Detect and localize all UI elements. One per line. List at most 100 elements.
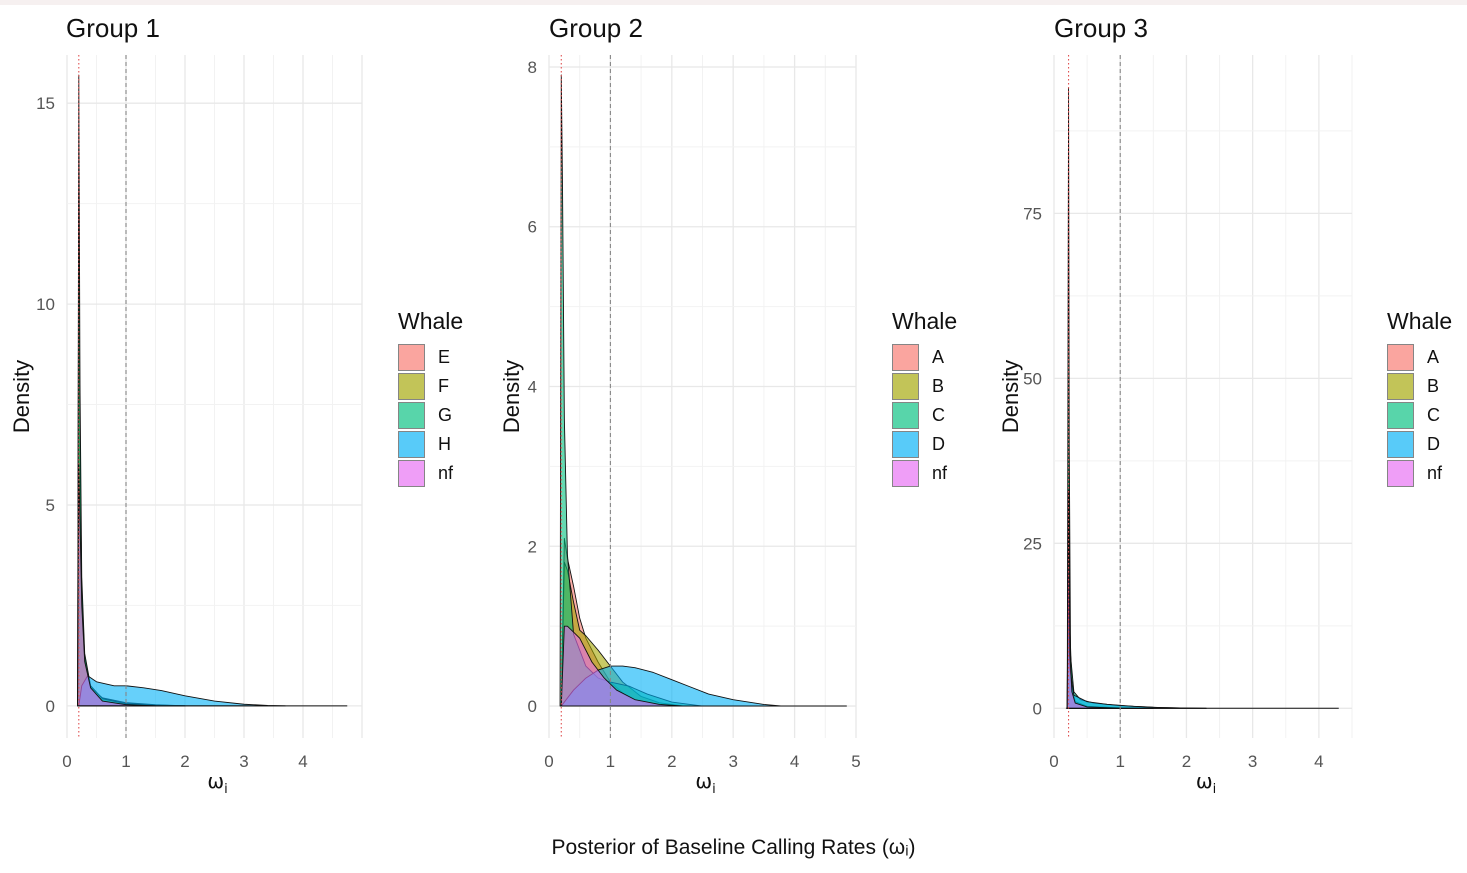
top-strip: [0, 0, 1467, 5]
x-tick-label: 0: [62, 752, 71, 771]
x-tick-label: 4: [298, 752, 307, 771]
legend-label: D: [932, 434, 945, 454]
legend-title: Whale: [398, 308, 464, 334]
x-axis-label: ωi: [1196, 769, 1216, 797]
series-area-nf: [77, 464, 156, 707]
y-tick-label: 5: [46, 496, 55, 515]
y-tick-label: 4: [528, 378, 537, 397]
legend-swatch: [892, 460, 919, 487]
series-areas: [1065, 87, 1339, 709]
x-tick-label: 3: [1248, 752, 1257, 771]
series-area-C: [1066, 87, 1207, 709]
legend-swatch: [398, 460, 425, 487]
legend-swatch: [892, 431, 919, 458]
x-tick-label: 4: [790, 752, 799, 771]
legend-swatch: [1387, 373, 1414, 400]
density-chart: 0 1 2 3 4 0 25 50 75 ωi Density: [998, 55, 1353, 797]
legend-swatch: [892, 344, 919, 371]
legend-swatch: [892, 402, 919, 429]
y-axis-label: Density: [9, 360, 34, 433]
x-axis-label-subscript: i: [224, 782, 228, 797]
legend-item-H: H: [398, 430, 463, 459]
legend-swatch: [1387, 460, 1414, 487]
x-tick-label: 3: [728, 752, 737, 771]
legend-label: B: [1427, 376, 1440, 396]
x-tick-label: 2: [180, 752, 189, 771]
series-area-nf: [560, 625, 685, 707]
legend-label: A: [1427, 347, 1440, 367]
y-tick-label: 8: [528, 58, 537, 77]
series-area-A: [1066, 443, 1154, 709]
y-tick-label: 6: [528, 218, 537, 237]
legend-item-nf: nf: [1387, 459, 1452, 488]
legend-title: Whale: [892, 308, 958, 334]
legend-swatch: [398, 344, 425, 371]
x-tick-label: 1: [1115, 752, 1124, 771]
y-tick-label: 10: [36, 295, 55, 314]
y-tick-label: 2: [528, 537, 537, 556]
legend-swatch: [398, 373, 425, 400]
legend-item-G: G: [398, 401, 463, 430]
legend-item-nf: nf: [398, 459, 463, 488]
series-areas: [77, 74, 348, 707]
y-axis-label: Density: [998, 360, 1023, 433]
legend-label: A: [932, 347, 945, 367]
grid: [548, 55, 857, 738]
y-tick-label: 75: [1023, 204, 1042, 223]
y-tick-label: 0: [1033, 699, 1042, 718]
legend-label: nf: [932, 463, 948, 483]
legend-swatch: [892, 373, 919, 400]
series-area-nf: [1066, 490, 1141, 709]
legend-swatch: [1387, 344, 1414, 371]
y-axis-label: Density: [499, 360, 524, 433]
y-tick-label: 50: [1023, 369, 1042, 388]
series-area-F: [77, 191, 186, 707]
legend-item-A: A: [1387, 343, 1452, 372]
legend-label: D: [1427, 434, 1440, 454]
density-chart: 0 1 2 3 4 0 5 10 15 ωi Density: [9, 55, 363, 797]
legend-label: C: [932, 405, 945, 425]
panel-title: Group 2: [549, 13, 643, 43]
y-tick-label: 0: [46, 697, 55, 716]
legend-item-nf: nf: [892, 459, 957, 488]
legend-label: E: [438, 347, 451, 367]
legend-label: F: [438, 376, 449, 396]
series-area-C: [559, 74, 703, 707]
series-areas: [559, 74, 847, 707]
x-tick-label: 1: [606, 752, 615, 771]
legend-label: nf: [438, 463, 454, 483]
x-axis-label: ωi: [207, 769, 227, 797]
density-chart: 0 1 2 3 4 5 0 2 4 6 8 ωi Density: [499, 55, 861, 797]
legend-item-C: C: [892, 401, 957, 430]
legend-swatch: [1387, 402, 1414, 429]
legend-label: C: [1427, 405, 1440, 425]
x-tick-label: 0: [544, 752, 553, 771]
series-area-H: [78, 675, 286, 707]
x-tick-label: 2: [667, 752, 676, 771]
grid: [66, 55, 363, 738]
legend-item-A: A: [892, 343, 957, 372]
legend-label: B: [932, 376, 945, 396]
x-tick-label: 1: [121, 752, 130, 771]
y-tick-label: 15: [36, 94, 55, 113]
x-tick-label: 4: [1314, 752, 1323, 771]
x-axis-label: ωi: [695, 769, 715, 797]
legend-label: H: [438, 434, 451, 454]
panel-title: Group 3: [1054, 13, 1148, 43]
legend-swatch: [1387, 431, 1414, 458]
series-area-E: [77, 255, 186, 707]
legend-item-C: C: [1387, 401, 1452, 430]
shared-x-axis-label: Posterior of Baseline Calling Rates (ωᵢ): [551, 836, 916, 859]
legend-label: G: [438, 405, 453, 425]
x-axis-label-subscript: i: [712, 782, 716, 797]
x-tick-label: 2: [1182, 752, 1191, 771]
legend-item-D: D: [892, 430, 957, 459]
